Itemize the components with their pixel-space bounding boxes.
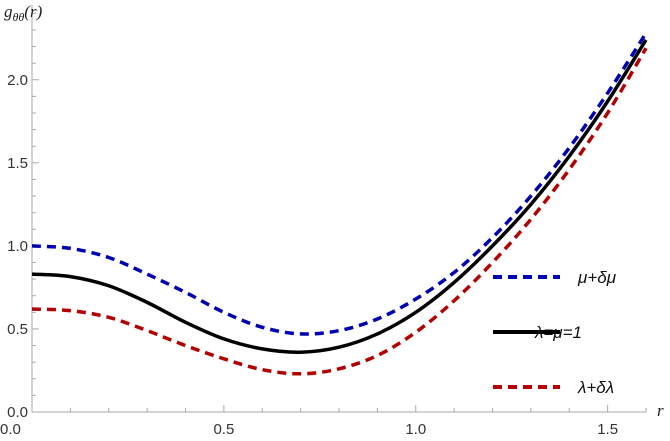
series-line [31, 32, 648, 336]
y-tick-label: 0.5 [7, 321, 28, 338]
legend-label: λ=μ=1 [534, 323, 582, 342]
x-axis-label: r [657, 401, 664, 420]
x-tick-label: 0.0 [0, 421, 21, 438]
y-tick-label: 1.0 [7, 238, 28, 255]
legend-label: μ+δμ [577, 268, 617, 287]
series-line [31, 38, 648, 354]
x-tick-label: 1.5 [597, 421, 618, 438]
legend-label: λ+δλ [577, 378, 614, 397]
y-axis-label: gθθ(r) [4, 2, 43, 24]
x-tick-label: 1.0 [405, 421, 426, 438]
legend: μ+δμ λ=μ=1 λ+δλ [493, 268, 617, 397]
y-tick-label: 2.0 [7, 72, 28, 89]
axes: 0.0 0.5 1.0 1.5 0.0 0.5 1.0 1.5 2.0 [0, 5, 647, 438]
x-tick-label: 0.5 [213, 421, 234, 438]
y-tick-label: 0.0 [7, 404, 28, 421]
curves [31, 32, 648, 376]
y-tick-label: 1.5 [7, 155, 28, 172]
series-line [31, 47, 648, 376]
